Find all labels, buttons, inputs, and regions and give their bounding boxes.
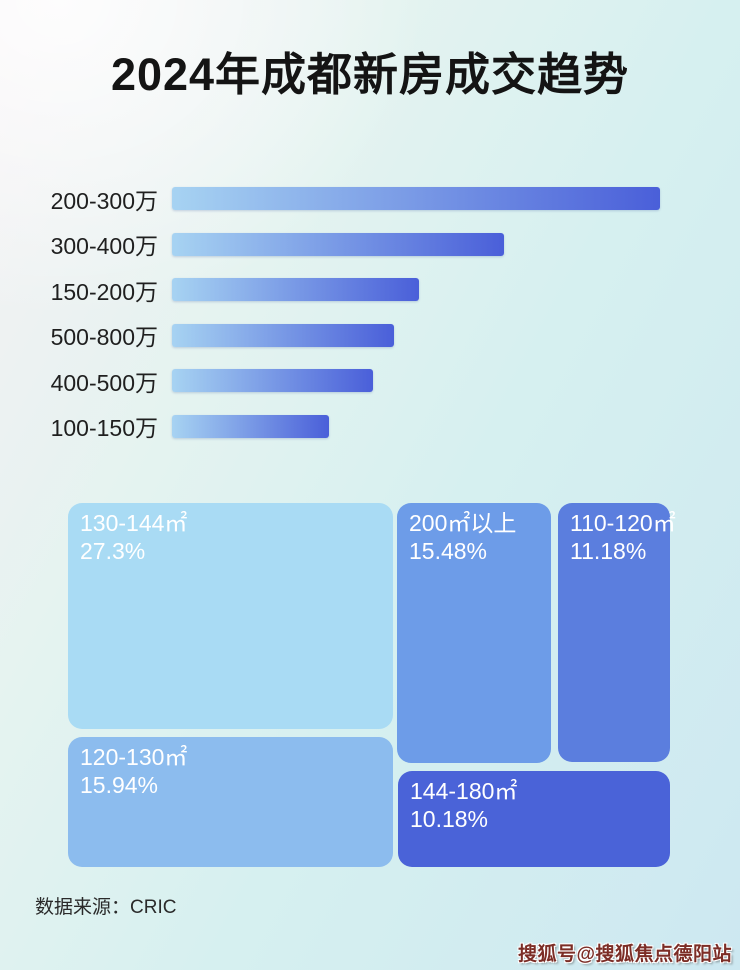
bar-fill	[172, 232, 504, 256]
bar-fill	[172, 187, 660, 211]
bar-fill	[172, 369, 374, 393]
treemap-cell-label: 144-180㎡	[410, 778, 518, 804]
page-title: 2024年成都新房成交趋势	[110, 49, 630, 100]
bar-category-label: 100-150万	[50, 415, 158, 442]
treemap-cell-value: 15.94%	[80, 772, 159, 798]
bar-fill	[172, 278, 419, 302]
treemap-cell-value: 15.48%	[409, 538, 488, 564]
bar-row: 100-150万	[0, 404, 700, 450]
bar-track	[172, 323, 660, 347]
treemap-cell-144-180: 144-180㎡ 10.18%	[398, 771, 670, 867]
bar-row: 400-500万	[0, 358, 700, 404]
treemap-cell-value: 11.18%	[570, 538, 647, 564]
bar-category-label: 200-300万	[50, 187, 158, 214]
treemap-cell-value: 10.18%	[410, 806, 489, 832]
treemap-cell-label: 130-144㎡	[80, 510, 188, 536]
bar-category-label: 300-400万	[50, 233, 158, 260]
bar-row: 150-200万	[0, 267, 700, 313]
treemap-cell-label: 120-130㎡	[80, 744, 188, 770]
bar-track	[172, 369, 660, 393]
bar-track	[172, 232, 660, 256]
bar-track	[172, 278, 660, 302]
treemap-cell-200-plus: 200㎡以上 15.48%	[397, 503, 551, 763]
treemap-cell-label: 110-120㎡	[570, 510, 676, 536]
treemap-cell-120-130: 120-130㎡ 15.94%	[68, 737, 393, 867]
bar-row: 300-400万	[0, 222, 700, 268]
treemap-cell-label: 200㎡以上	[409, 510, 517, 536]
data-source-note: 数据来源：CRIC	[35, 897, 177, 918]
bar-track	[172, 414, 660, 438]
bar-row: 200-300万	[0, 176, 700, 222]
bar-category-label: 500-800万	[50, 324, 158, 351]
bar-track	[172, 187, 660, 211]
bar-category-label: 400-500万	[50, 369, 158, 396]
treemap-cell-110-120: 110-120㎡ 11.18%	[558, 503, 676, 762]
treemap-cell-130-144: 130-144㎡ 27.3%	[68, 503, 393, 729]
bar-fill	[172, 414, 330, 438]
watermark: 搜狐号@搜狐焦点德阳站	[517, 944, 732, 965]
treemap-cell-value: 27.3%	[80, 538, 146, 564]
unit-size-treemap: 130-144㎡ 27.3% 120-130㎡ 15.94% 200㎡以上 15…	[68, 503, 676, 867]
price-band-bar-chart: 200-300万 300-400万 150-200万 500-800万 400-…	[0, 176, 700, 449]
bar-fill	[172, 323, 395, 347]
bar-row: 500-800万	[0, 313, 700, 359]
bar-category-label: 150-200万	[50, 278, 158, 305]
